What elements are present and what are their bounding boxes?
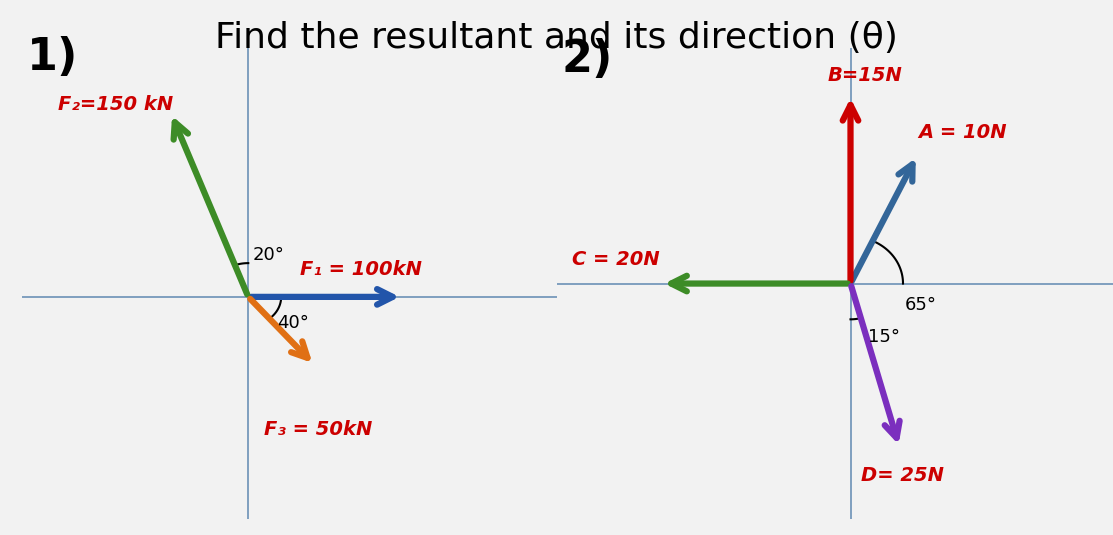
Text: F₁ = 100kN: F₁ = 100kN [299,259,422,279]
Text: 40°: 40° [277,314,309,332]
Text: 20°: 20° [253,246,284,264]
Text: F₃ = 50kN: F₃ = 50kN [264,419,372,439]
Text: D= 25N: D= 25N [861,467,944,485]
Text: B=15N: B=15N [827,66,903,85]
Text: 15°: 15° [868,328,900,346]
Text: A = 10N: A = 10N [918,123,1007,142]
Text: 2): 2) [562,37,613,81]
Text: 1): 1) [28,36,79,79]
Text: 65°: 65° [905,296,937,314]
Text: F₂=150 kN: F₂=150 kN [58,95,174,114]
Text: Find the resultant and its direction (θ): Find the resultant and its direction (θ) [215,21,898,56]
Text: C = 20N: C = 20N [572,250,660,269]
